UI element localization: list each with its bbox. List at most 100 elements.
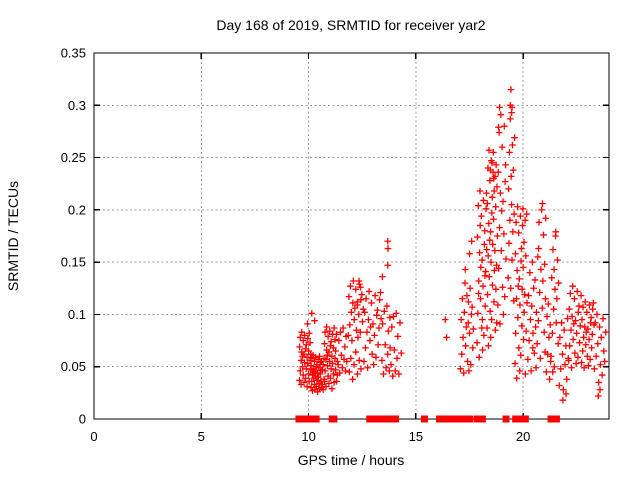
data-point: [457, 316, 465, 323]
data-point: [516, 301, 524, 309]
data-point: [476, 222, 484, 229]
data-point: [368, 299, 375, 307]
data-point: [321, 340, 328, 348]
data-point: [589, 305, 596, 313]
x-tick-label: 5: [198, 429, 205, 444]
data-point: [305, 370, 312, 378]
data-point: [579, 347, 586, 355]
data-point: [350, 316, 358, 323]
data-point: [349, 299, 357, 307]
data-point: [310, 368, 318, 376]
data-point: [473, 339, 481, 346]
data-point: [498, 207, 506, 215]
data-point: [588, 330, 596, 338]
data-point: [493, 319, 501, 327]
data-point: [529, 258, 536, 266]
data-point: [496, 320, 504, 328]
data-point: [514, 314, 522, 321]
data-point: [585, 336, 593, 343]
zero-mark: [373, 415, 381, 423]
data-point: [492, 286, 500, 293]
data-point: [366, 337, 374, 344]
data-point: [323, 323, 330, 331]
data-point: [459, 295, 466, 303]
data-point: [392, 310, 400, 317]
data-point: [519, 264, 527, 271]
data-point: [478, 256, 486, 264]
data-point: [517, 257, 525, 265]
data-point: [578, 359, 585, 366]
data-point: [567, 326, 575, 334]
y-tick-label: 0.1: [68, 307, 86, 322]
data-point: [522, 370, 529, 378]
data-point: [302, 365, 310, 373]
data-point: [374, 306, 381, 314]
data-point: [303, 354, 311, 361]
data-point: [550, 305, 557, 313]
data-point: [372, 354, 380, 361]
data-point: [533, 340, 541, 348]
data-point: [458, 350, 466, 358]
data-point: [475, 277, 483, 285]
data-point: [443, 334, 450, 341]
data-point: [512, 250, 519, 258]
data-point: [530, 284, 537, 292]
data-point: [322, 383, 330, 390]
data-point: [381, 307, 388, 315]
data-point: [373, 312, 380, 319]
data-point: [518, 322, 526, 330]
data-point: [580, 334, 587, 341]
data-point: [506, 149, 513, 156]
data-point: [381, 341, 389, 349]
data-point: [590, 299, 597, 307]
data-point: [519, 205, 527, 213]
data-point: [478, 212, 485, 220]
y-tick-label: 0.3: [68, 98, 86, 113]
data-point: [494, 232, 501, 240]
data-point: [463, 292, 471, 299]
data-point: [475, 202, 482, 209]
data-point: [598, 371, 606, 379]
data-point: [308, 310, 316, 317]
data-point: [552, 228, 560, 236]
data-point: [576, 339, 583, 346]
data-point: [538, 304, 546, 312]
data-point: [483, 246, 490, 253]
data-point: [327, 365, 335, 373]
data-point: [301, 359, 309, 366]
data-point: [495, 123, 502, 131]
data-point: [350, 361, 358, 368]
data-point: [489, 241, 496, 248]
data-point: [601, 358, 609, 365]
x-tick-label: 0: [90, 429, 97, 444]
data-point: [520, 309, 528, 316]
data-point: [557, 365, 565, 373]
data-point: [387, 361, 395, 368]
data-point: [544, 300, 552, 308]
data-point: [347, 309, 355, 316]
data-point: [568, 364, 575, 372]
data-point: [487, 334, 495, 341]
x-tick-label: 20: [516, 429, 530, 444]
data-point: [522, 252, 530, 260]
data-point: [599, 315, 607, 322]
data-point: [459, 334, 467, 341]
data-point: [486, 307, 494, 315]
data-point: [461, 309, 468, 316]
data-point: [357, 365, 365, 373]
data-point: [487, 258, 495, 266]
data-point: [371, 292, 379, 299]
x-tick-label: 10: [301, 429, 315, 444]
data-point: [305, 329, 313, 337]
data-point: [338, 351, 345, 359]
data-point: [519, 222, 526, 229]
data-point: [333, 330, 340, 338]
data-point: [509, 166, 517, 174]
data-point: [563, 375, 571, 383]
data-point: [467, 361, 475, 368]
data-point: [583, 309, 591, 316]
data-point: [562, 390, 570, 398]
plot-border: [93, 52, 610, 420]
data-point: [543, 313, 551, 320]
